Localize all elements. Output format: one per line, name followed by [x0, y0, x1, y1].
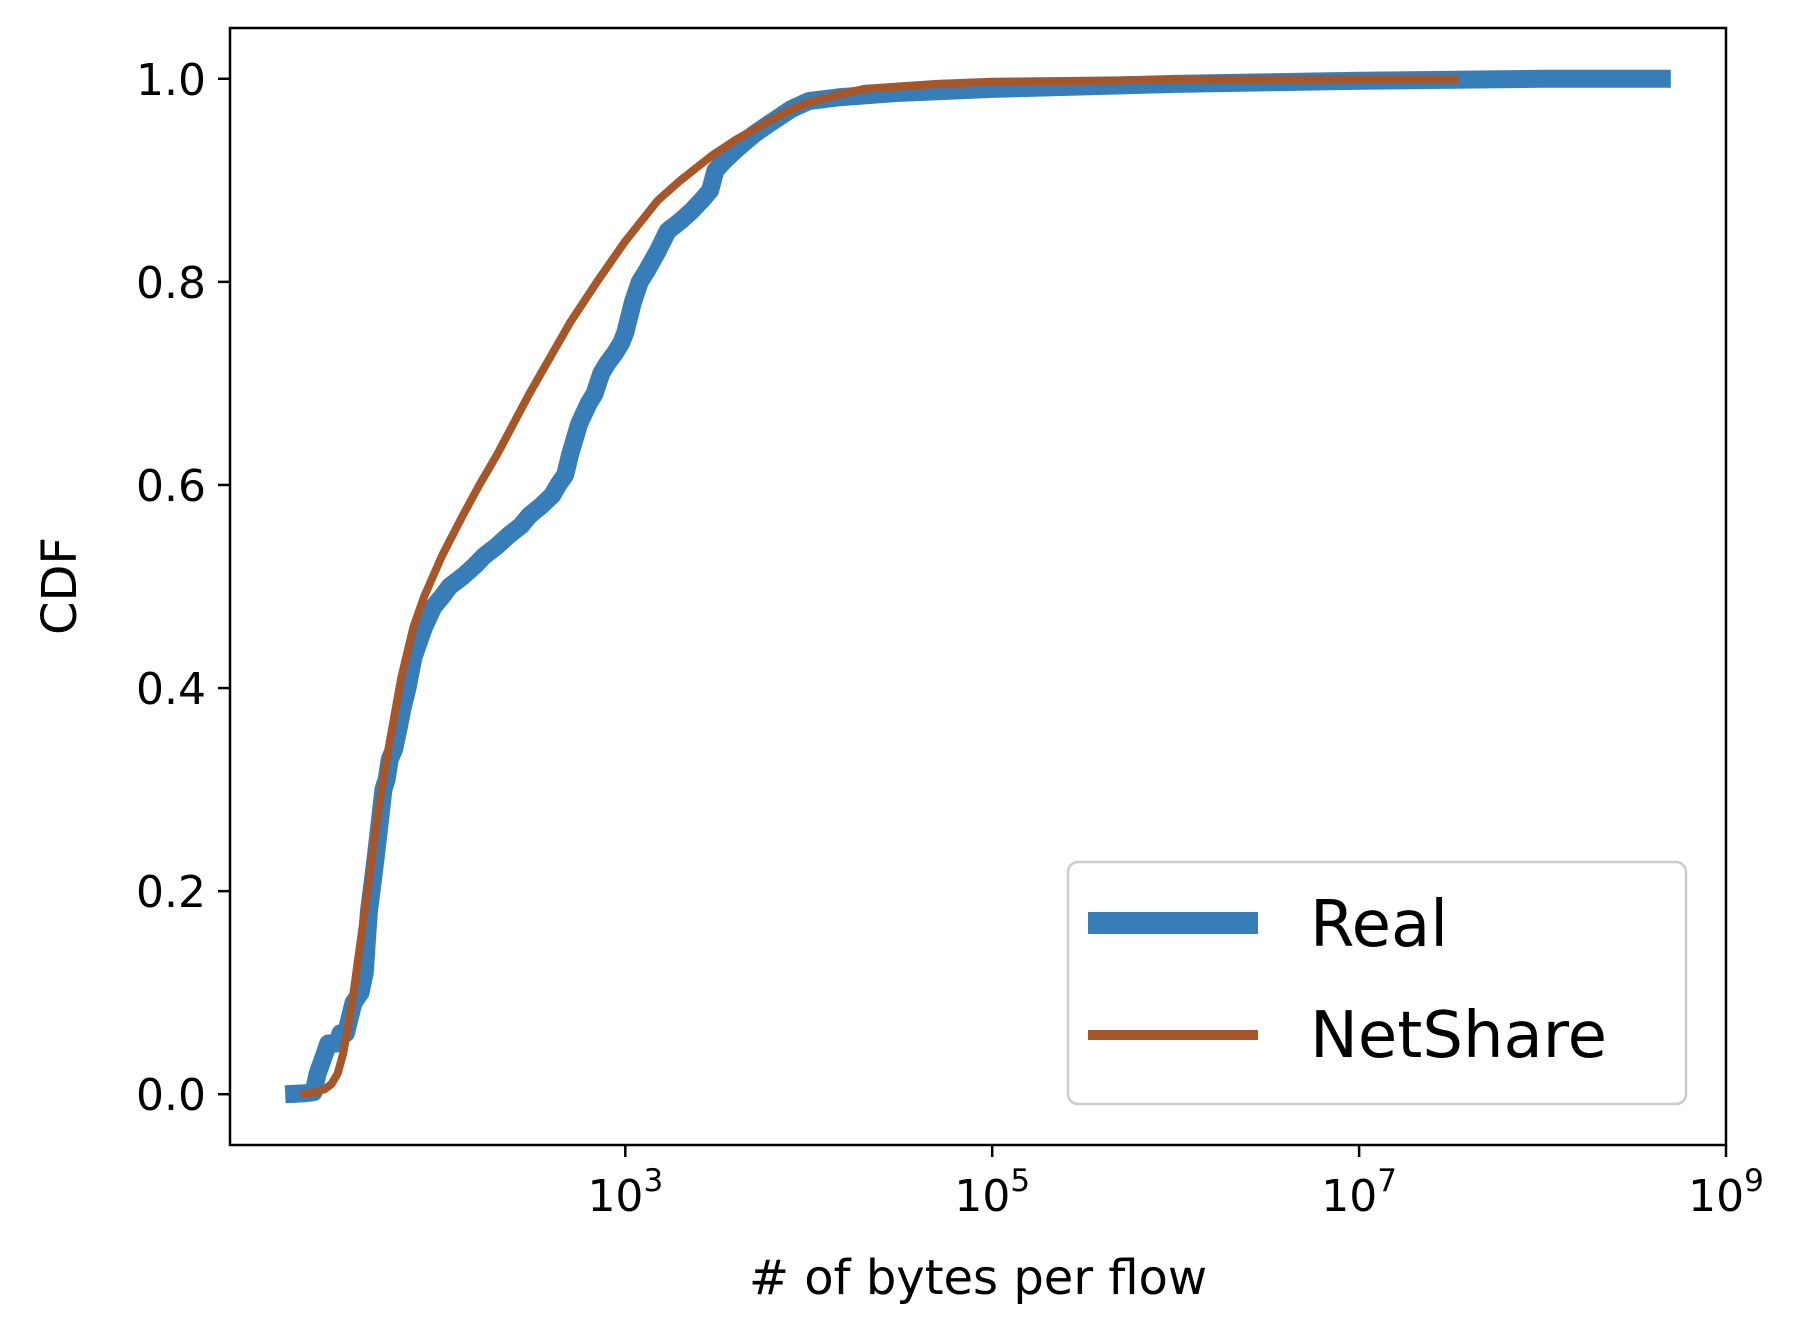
x-axis-label: # of bytes per flow [749, 1250, 1207, 1306]
y-tick-label: 0.6 [136, 461, 206, 512]
y-axis-label: CDF [32, 537, 88, 635]
x-axis-ticks: 103 105 107 109 [587, 1145, 1764, 1222]
x-tick-label: 105 [954, 1163, 1030, 1222]
legend-label-netshare: NetShare [1310, 999, 1607, 1073]
legend: Real NetShare [1066, 860, 1688, 1106]
x-tick-label: 107 [1321, 1163, 1397, 1222]
plot-frame [228, 26, 1728, 1147]
y-tick-label: 0.4 [136, 664, 206, 715]
y-tick-label: 1.0 [136, 55, 206, 106]
x-tick-label: 103 [587, 1163, 663, 1222]
y-axis-ticks: 0.0 0.2 0.4 0.6 0.8 1.0 [136, 55, 230, 1121]
series-line-netshare [300, 74, 1459, 1099]
series-line-real [284, 69, 1671, 1104]
legend-label-real: Real [1310, 888, 1448, 962]
x-tick-label: 109 [1688, 1163, 1764, 1222]
y-tick-label: 0.2 [136, 867, 206, 918]
series-layer [284, 69, 1671, 1104]
y-tick-label: 0.8 [136, 258, 206, 309]
y-tick-label: 0.0 [136, 1070, 206, 1121]
